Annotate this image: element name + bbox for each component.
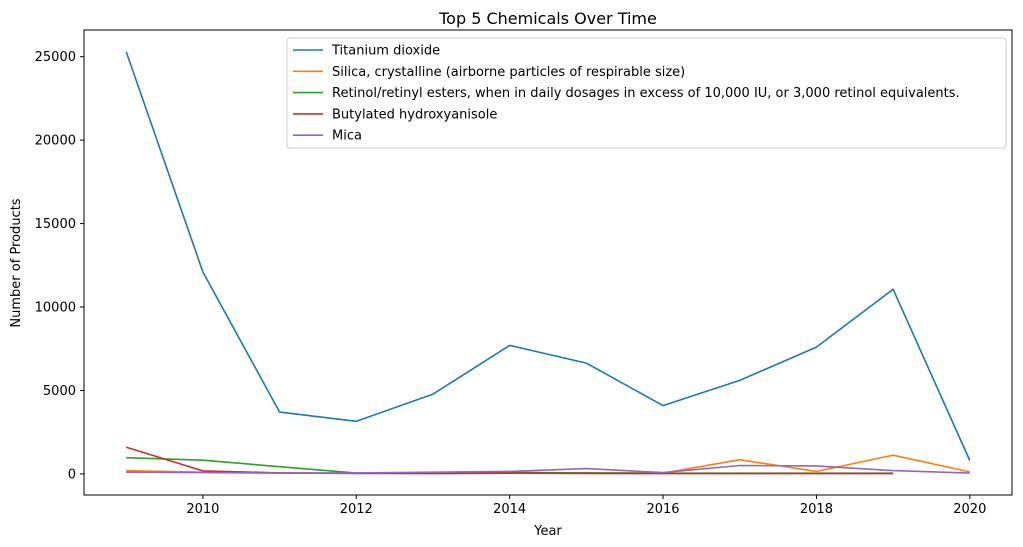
legend-label: Retinol/retinyl esters, when in daily do… bbox=[332, 86, 960, 101]
x-tick-label: 2012 bbox=[340, 502, 373, 517]
x-tick-label: 2016 bbox=[646, 502, 679, 517]
legend-box bbox=[286, 37, 1007, 149]
x-axis-label: Year bbox=[533, 524, 562, 539]
series-lines bbox=[125, 51, 971, 475]
x-axis-ticks: 2010 2012 2014 2016 2018 2020 bbox=[186, 495, 986, 517]
plot-area bbox=[83, 29, 1013, 496]
y-tick-label: 10000 bbox=[35, 301, 76, 316]
series-line-5 bbox=[126, 464, 970, 474]
legend-label: Silica, crystalline (airborne particles … bbox=[332, 65, 685, 80]
y-tick-label: 15000 bbox=[35, 217, 76, 232]
legend-label: Titanium dioxide bbox=[331, 44, 440, 59]
x-tick-label: 2018 bbox=[800, 502, 833, 517]
y-tick-label: 5000 bbox=[43, 384, 76, 399]
x-tick-label: 2020 bbox=[953, 502, 986, 517]
y-tick-label: 25000 bbox=[35, 50, 76, 65]
y-tick-label: 20000 bbox=[35, 134, 76, 149]
series-line-4 bbox=[125, 446, 894, 475]
series-line-1 bbox=[125, 51, 971, 461]
legend: Titanium dioxide Silica, crystalline (air… bbox=[286, 37, 1007, 149]
x-tick-label: 2014 bbox=[493, 502, 526, 517]
y-tick-label: 0 bbox=[68, 467, 76, 482]
x-tick-label: 2010 bbox=[186, 502, 219, 517]
chart-title: Top 5 Chemicals Over Time bbox=[438, 9, 657, 28]
legend-label: Mica bbox=[332, 129, 362, 144]
y-axis-ticks: 0 5000 10000 15000 20000 25000 bbox=[35, 50, 84, 482]
legend-label: Butylated hydroxyanisole bbox=[332, 107, 497, 122]
y-axis-label: Number of Products bbox=[9, 198, 24, 327]
